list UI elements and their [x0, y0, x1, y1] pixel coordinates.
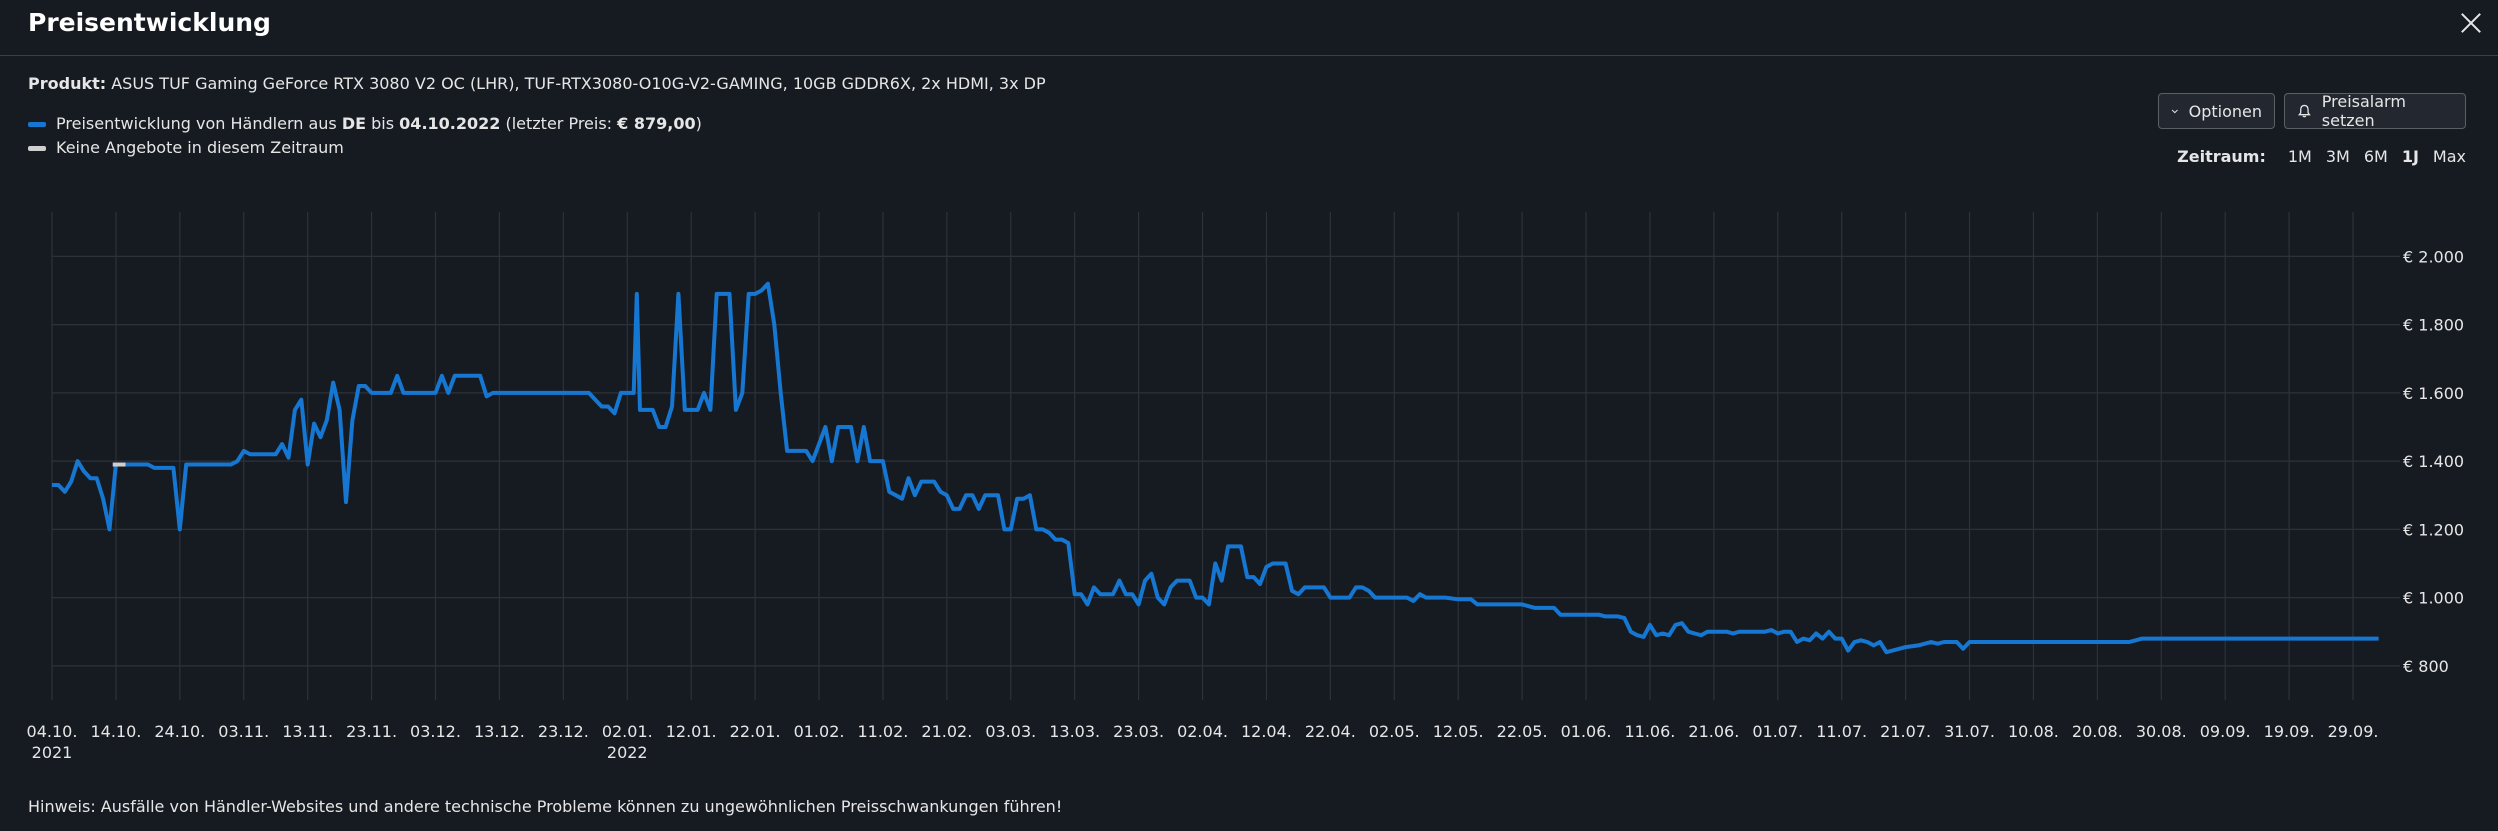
- period-option-max[interactable]: Max: [2432, 147, 2466, 166]
- hint-note: Hinweis: Ausfälle von Händler-Websites u…: [28, 797, 1063, 816]
- x-tick-label: 19.09.: [2264, 722, 2315, 741]
- x-tick-label: 12.04.: [1241, 722, 1292, 741]
- x-tick-label: 03.03.: [985, 722, 1036, 741]
- x-tick-label: 01.02.: [794, 722, 845, 741]
- price-chart: 04.10. 2021 14.10. 24.10. 03.11. 13.11. 23.11.…: [27, 212, 2464, 762]
- x-tick-label: 21.06.: [1688, 722, 1739, 741]
- x-tick-label: 03.12.: [410, 722, 461, 741]
- period-option-1m[interactable]: 1M: [2287, 147, 2312, 166]
- x-tick-label: 23.12.: [538, 722, 589, 741]
- product-name: ASUS TUF Gaming GeForce RTX 3080 V2 OC (…: [111, 74, 1046, 93]
- dialog-header: Preisentwicklung: [0, 0, 2498, 56]
- x-tick-label: 11.07.: [1816, 722, 1867, 741]
- x-tick-label: 31.07.: [1944, 722, 1995, 741]
- legend-text-suffix: ): [695, 114, 702, 133]
- dialog-title: Preisentwicklung: [28, 8, 271, 37]
- x-tick-label: 03.11.: [218, 722, 269, 741]
- period-label: Zeitraum:: [2177, 147, 2266, 166]
- x-tick-label: 11.02.: [857, 722, 908, 741]
- period-selector: Zeitraum: 1M 3M 6M 1J Max: [2177, 147, 2466, 166]
- x-tick-label: 02.01.: [602, 722, 653, 741]
- x-tick-label: 01.06.: [1561, 722, 1612, 741]
- x-tick-label: 21.02.: [921, 722, 972, 741]
- x-tick-label: 01.07.: [1752, 722, 1803, 741]
- legend-last-price: € 879,00: [617, 114, 696, 133]
- legend-gray-swatch: [28, 146, 46, 151]
- x-tick-label: 21.07.: [1880, 722, 1931, 741]
- price-alarm-button-label: Preisalarm setzen: [2321, 92, 2406, 130]
- period-option-1j[interactable]: 1J: [2401, 147, 2419, 166]
- legend-no-offers-text: Keine Angebote in diesem Zeitraum: [56, 138, 344, 157]
- y-tick-label: € 1.200: [2403, 520, 2464, 539]
- x-tick-label: 13.12.: [474, 722, 525, 741]
- x-tick-label: 12.01.: [666, 722, 717, 741]
- x-tick-label: 09.09.: [2200, 722, 2251, 741]
- x-tick-label: 10.08.: [2008, 722, 2059, 741]
- x-tick-label: 20.08.: [2072, 722, 2123, 741]
- x-tick-label: 23.03.: [1113, 722, 1164, 741]
- x-tick-year-label: 2022: [607, 743, 648, 762]
- y-tick-label: € 1.400: [2403, 452, 2464, 471]
- price-alarm-button[interactable]: Preisalarm setzen: [2284, 92, 2466, 130]
- x-tick-label: 22.04.: [1305, 722, 1356, 741]
- y-tick-label: € 800: [2403, 657, 2449, 676]
- x-tick-label: 02.05.: [1369, 722, 1420, 741]
- legend-text-mid: bis: [366, 114, 400, 133]
- legend-text-last: (letzter Preis:: [500, 114, 618, 133]
- x-tick-label: 11.06.: [1624, 722, 1675, 741]
- x-tick-label: 22.05.: [1497, 722, 1548, 741]
- y-tick-label: € 1.600: [2403, 384, 2464, 403]
- legend-date: 04.10.2022: [399, 114, 501, 133]
- legend-text-prefix: Preisentwicklung von Händlern aus: [56, 114, 342, 133]
- x-tick-label: 22.01.: [730, 722, 781, 741]
- legend-no-offers: Keine Angebote in diesem Zeitraum: [28, 138, 344, 157]
- bell-icon: [2298, 104, 2311, 118]
- legend-country: DE: [341, 114, 367, 133]
- y-tick-label: € 1.800: [2403, 316, 2464, 335]
- product-info: Produkt: ASUS TUF Gaming GeForce RTX 308…: [28, 74, 1046, 93]
- legend-blue-swatch: [28, 122, 46, 127]
- period-option-3m[interactable]: 3M: [2325, 147, 2350, 166]
- chevron-down-icon: [2171, 109, 2178, 114]
- x-tick-label: 30.08.: [2136, 722, 2187, 741]
- options-button-label: Optionen: [2188, 101, 2262, 121]
- x-tick-label: 14.10.: [90, 722, 141, 741]
- x-tick-label: 12.05.: [1433, 722, 1484, 741]
- x-tick-label: 29.09.: [2328, 722, 2379, 741]
- product-label: Produkt:: [28, 74, 107, 93]
- x-tick-year-label: 2021: [32, 743, 73, 762]
- y-tick-label: € 1.000: [2403, 589, 2464, 608]
- price-series-line: [52, 281, 2379, 655]
- x-tick-label: 02.04.: [1177, 722, 1228, 741]
- y-tick-label: € 2.000: [2403, 247, 2464, 266]
- x-tick-label: 24.10.: [154, 722, 205, 741]
- x-tick-label: 13.03.: [1049, 722, 1100, 741]
- x-tick-label: 13.11.: [282, 722, 333, 741]
- x-tick-label: 23.11.: [346, 722, 397, 741]
- options-button[interactable]: Optionen: [2158, 93, 2275, 129]
- legend-price-line: Preisentwicklung von Händlern aus DE bis…: [28, 114, 702, 133]
- x-tick-label: 04.10.: [27, 722, 78, 741]
- period-option-6m[interactable]: 6M: [2363, 147, 2388, 166]
